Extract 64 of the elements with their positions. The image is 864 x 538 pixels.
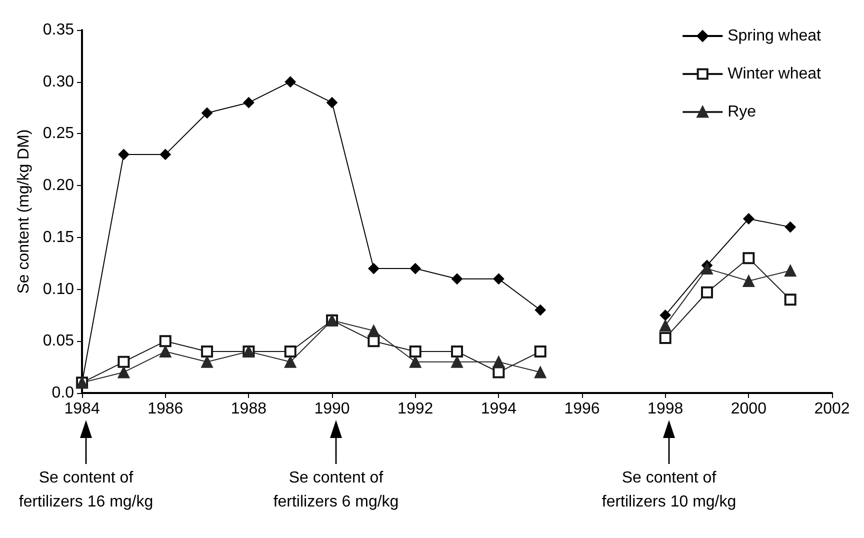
point [159,346,172,358]
point [160,148,171,160]
point [284,356,296,368]
legend-label: Spring wheat [728,28,822,44]
point [701,262,714,275]
x-tick-label: 1984 [64,400,100,418]
point [243,97,254,108]
y-tick-label: 0.30 [42,73,74,90]
point [659,332,672,344]
y-tick-label: 0.10 [42,280,74,298]
point [660,310,671,321]
x-tick-label: 1990 [314,400,350,418]
y-tick-label: 0.25 [42,125,74,142]
point [534,346,546,358]
y-tick-label: 0.35 [42,22,74,38]
x-tick-label: 2002 [814,400,850,418]
y-tick-label: 0.0 [52,384,74,402]
point [368,263,380,274]
point [368,324,380,337]
point [701,286,714,298]
point [534,304,546,316]
point [284,346,296,358]
x-tick-label: 2000 [730,400,767,418]
y-axis-title: Se content (mg/kg DM) [16,129,32,294]
y-tick-label: 0.05 [42,332,74,350]
y-tick-label: 0.15 [42,228,74,246]
x-tick-label: 1988 [230,400,267,418]
y-tick-label: 0.20 [42,177,74,194]
point [326,97,338,108]
point [159,335,172,348]
point [201,346,214,358]
x-tick-label: 1992 [398,400,434,418]
point [409,346,422,358]
text: Se content of fertilizers 16 mg/kg [18,470,154,510]
point [118,366,130,378]
point [659,320,672,332]
x-tick-label: 1996 [564,400,600,418]
point [118,356,130,368]
legend-label: Winter wheat [728,66,822,82]
point [451,346,464,358]
point [784,264,796,277]
point [202,107,213,118]
point [784,294,796,306]
point [452,273,463,284]
point [492,356,505,368]
point [534,366,546,378]
x-tick-label: 1994 [480,400,517,418]
point [409,356,422,368]
point [743,213,754,224]
point [493,273,504,284]
point [742,252,755,264]
x-tick-label: 1998 [648,400,684,418]
point [118,148,130,160]
x-tick-label: 1986 [148,400,184,418]
text: Se content of fertilizers 10 mg/kg [602,470,736,510]
point [784,222,796,233]
legend-label: Rye [728,104,756,120]
text: Se content of fertilizers 6 mg/kg [273,470,399,510]
point [742,274,755,287]
point [492,366,505,378]
point [410,263,421,274]
point [451,356,464,368]
point [201,356,214,368]
point [284,76,296,88]
